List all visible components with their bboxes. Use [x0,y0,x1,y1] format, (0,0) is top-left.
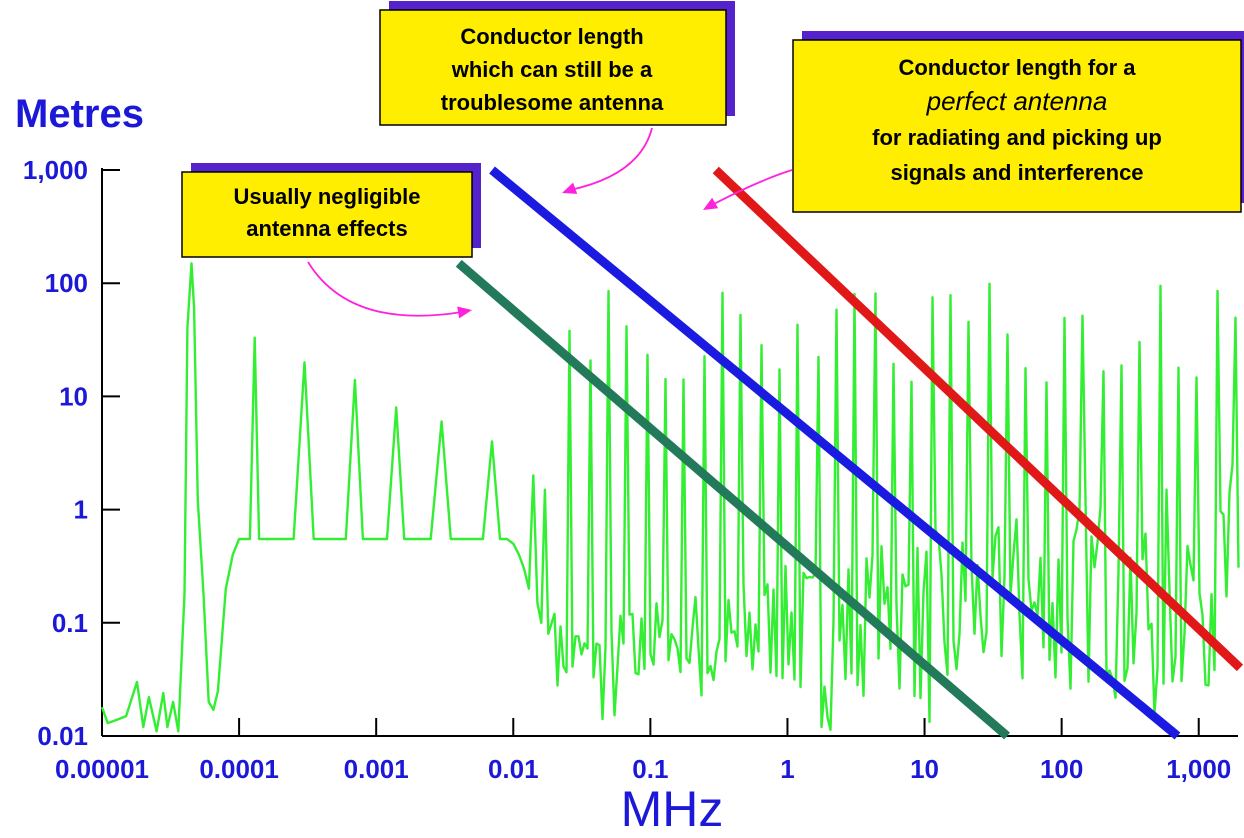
arrow-head [562,182,578,194]
arrow-to-blue [562,127,653,194]
callout-troublesome: Conductor length which can still be a trou… [379,1,735,126]
x-tick-label: 10 [910,754,939,784]
axes: 0.01 0.1 1 10 100 1,000 0.00001 0.0001 0.001 0.01… [23,155,1238,784]
y-tick-label: 10 [59,381,88,411]
y-tick-label: 0.01 [37,721,88,751]
x-tick-label: 0.00001 [55,754,149,784]
axis-labels: Metres MHz [15,92,723,837]
arrow-line [711,169,793,206]
callout-box [181,171,473,258]
arrow-head [457,306,472,319]
x-tick-label: 0.01 [488,754,539,784]
callout-text-line: perfect antenna [926,86,1108,116]
arrow-head [703,197,719,210]
callout-box [379,9,727,126]
callout-box [792,39,1242,213]
y-tick-label: 100 [45,268,88,298]
callout-text-line: troublesome antenna [441,90,664,115]
x-tick-label: 1,000 [1166,754,1231,784]
series-line-spectrum [100,262,1240,733]
series-line-blue [489,166,1181,740]
y-tick-label: 0.1 [52,608,88,638]
callout-text-line: Usually negligible [233,184,420,209]
callout-text-line: for radiating and picking up [872,125,1162,150]
series-line-green [455,259,1011,740]
callout-text-line: which can still be a [451,57,653,82]
y-tick-label: 1,000 [23,155,88,185]
arrow-to-red [703,169,793,210]
arrow-to-green [307,261,472,319]
callout-negligible: Usually negligible antenna effects [181,163,481,258]
x-tick-label: 1 [780,754,794,784]
x-tick-label: 0.001 [344,754,409,784]
arrow-line [307,261,463,317]
callout-text-line: Conductor length for a [898,55,1136,80]
callout-text-line: signals and interference [890,160,1143,185]
x-tick-label: 0.0001 [199,754,279,784]
x-axis-label: MHz [621,781,724,837]
x-tick-label: 0.1 [632,754,668,784]
callouts: Usually negligible antenna effects Conduct… [181,1,1244,319]
callout-text-line: Conductor length [460,24,643,49]
callout-perfect: Conductor length for a perfect antenna for… [792,31,1244,213]
series-line-red [712,166,1244,672]
y-axis-label: Metres [15,92,144,136]
arrow-line [569,127,653,191]
y-tick-label: 1 [74,495,88,525]
callout-text-line: antenna effects [246,216,407,241]
x-tick-label: 100 [1040,754,1083,784]
series-layer [100,166,1244,740]
